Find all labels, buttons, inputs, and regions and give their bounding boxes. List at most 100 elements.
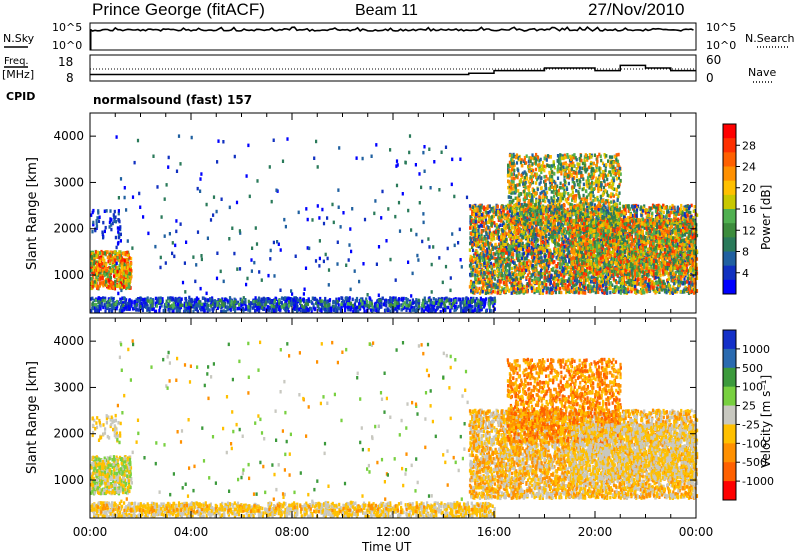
power-cell — [117, 284, 120, 288]
power-cell — [421, 302, 424, 306]
power-cell — [455, 300, 458, 305]
freq-unit: [MHz] — [2, 68, 34, 81]
power-cell — [629, 226, 632, 231]
power-cell — [247, 299, 250, 304]
power-cell — [526, 213, 529, 217]
power-cell — [120, 277, 123, 281]
power-cell — [582, 284, 585, 288]
power-cell — [97, 209, 100, 213]
power-cell — [122, 301, 125, 305]
power-cell — [433, 301, 437, 306]
power-cell — [112, 281, 115, 285]
power-cell — [388, 303, 391, 308]
power-cell — [328, 309, 331, 313]
power-cell — [598, 287, 601, 291]
power-cell — [248, 308, 251, 312]
power-cell — [470, 270, 473, 275]
power-cell — [560, 277, 563, 281]
power-cell — [120, 259, 123, 264]
power-cell — [211, 309, 214, 313]
power-cell — [564, 282, 567, 287]
power-cell — [244, 307, 248, 311]
power-cell — [494, 299, 497, 303]
power-cell — [430, 309, 433, 314]
power-cell — [336, 309, 339, 314]
power-cell — [642, 206, 645, 210]
power-cell — [123, 262, 126, 266]
power-cell — [190, 297, 193, 302]
power-cell — [126, 250, 129, 255]
power-cell — [198, 300, 201, 304]
power-cell — [200, 307, 203, 312]
power-cell — [489, 277, 492, 281]
power-cell — [335, 297, 338, 302]
power-cell — [156, 298, 159, 302]
power-cell — [606, 291, 609, 295]
power-cell — [494, 210, 497, 215]
power-cell — [477, 253, 481, 258]
power-cell — [411, 298, 414, 302]
power-cell — [471, 270, 474, 274]
power-cell — [344, 304, 347, 309]
power-cell — [369, 308, 373, 312]
power-cell — [545, 290, 548, 295]
power-cell — [408, 308, 411, 313]
power-cell — [464, 309, 467, 314]
power-cell — [212, 306, 215, 311]
power-cell — [99, 272, 102, 276]
power-cell — [443, 301, 446, 306]
power-cell — [461, 301, 464, 305]
power-cell — [119, 297, 122, 302]
power-cell — [143, 304, 146, 309]
power-cell — [475, 297, 478, 301]
power-cell — [101, 232, 104, 237]
power-cell — [165, 299, 168, 303]
power-cell — [113, 250, 116, 254]
power-cell — [615, 285, 618, 289]
power-cell — [184, 301, 187, 305]
power-cell — [541, 272, 544, 276]
power-cell — [454, 308, 457, 312]
power-cell — [556, 264, 559, 269]
power-cell — [655, 281, 658, 286]
power-cell — [584, 264, 587, 268]
power-cell — [137, 308, 140, 312]
power-cell — [443, 304, 447, 308]
power-cell — [541, 242, 544, 246]
power-cell — [533, 239, 536, 244]
power-cell — [330, 308, 333, 313]
power-cell — [107, 254, 111, 259]
power-cell — [135, 302, 138, 307]
power-cell — [100, 249, 103, 254]
power-cell — [460, 309, 463, 313]
power-cell — [299, 299, 302, 303]
power-cell — [327, 306, 330, 311]
power-cell — [311, 296, 314, 300]
power-cell — [505, 219, 508, 224]
power-cell — [533, 233, 536, 237]
power-cell — [594, 280, 597, 284]
power-cell — [415, 298, 418, 302]
power-cell — [565, 240, 568, 244]
power-cell — [355, 296, 359, 301]
power-cell — [387, 300, 390, 305]
power-cell — [547, 243, 550, 248]
power-cell — [255, 299, 258, 304]
power-cell — [460, 306, 463, 311]
power-cell — [491, 207, 494, 211]
power-cell — [124, 303, 127, 308]
power-cell — [476, 301, 479, 305]
power-cell — [567, 272, 570, 277]
nsky-tick-bottom: 10^0 — [52, 39, 82, 52]
power-cell — [174, 302, 177, 307]
power-cell — [405, 303, 408, 308]
power-cell — [396, 303, 399, 307]
power-cell — [417, 298, 420, 303]
power-cell — [90, 266, 93, 270]
power-cell — [423, 309, 426, 313]
power-cell — [283, 303, 286, 307]
power-cell — [661, 281, 664, 285]
power-cell — [476, 260, 479, 265]
power-cell — [97, 270, 100, 275]
